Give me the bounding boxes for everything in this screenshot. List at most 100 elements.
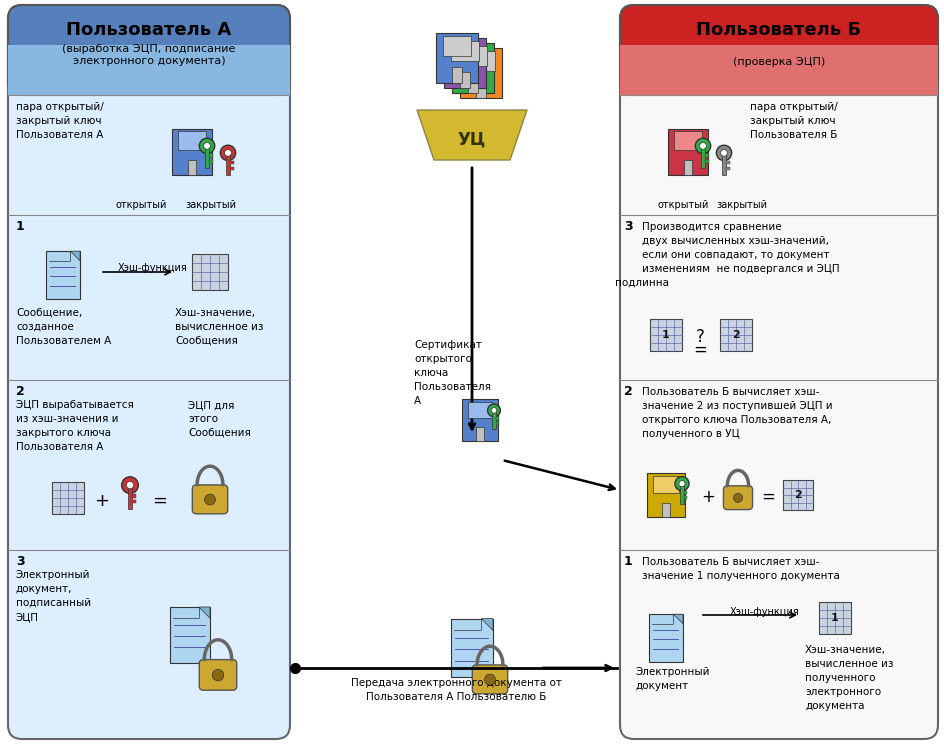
FancyBboxPatch shape — [619, 5, 937, 739]
Text: закрытый: закрытый — [716, 200, 767, 210]
Bar — [205, 145, 209, 168]
Bar — [209, 154, 212, 158]
Bar — [674, 132, 701, 150]
Bar — [188, 160, 196, 176]
Bar — [725, 167, 729, 170]
Text: 2: 2 — [16, 385, 25, 398]
Bar — [226, 153, 230, 175]
Bar — [46, 251, 80, 299]
Text: открытого ключа Пользователя А,: открытого ключа Пользователя А, — [641, 415, 831, 425]
Text: 3: 3 — [16, 555, 25, 568]
Text: изменениям  не подвергался и ЭЦП: изменениям не подвергался и ЭЦП — [641, 264, 838, 274]
Text: УЦ: УЦ — [458, 131, 485, 149]
Bar — [192, 254, 228, 290]
Text: закрытого ключа: закрытого ключа — [16, 428, 110, 438]
Text: Пользователя А: Пользователя А — [16, 130, 103, 140]
Text: (проверка ЭЦП): (проверка ЭЦП) — [733, 57, 824, 67]
Text: Сообщения: Сообщения — [188, 428, 250, 438]
Bar — [649, 615, 683, 662]
Bar — [462, 400, 497, 440]
Circle shape — [204, 494, 215, 505]
Text: подлинна: подлинна — [615, 278, 668, 288]
Text: значение 1 полученного документа: значение 1 полученного документа — [641, 571, 839, 581]
Text: ЭЦП для: ЭЦП для — [188, 400, 234, 410]
Bar — [442, 36, 471, 56]
Text: значение 2 из поступившей ЭЦП и: значение 2 из поступившей ЭЦП и — [641, 401, 832, 411]
Text: 2: 2 — [732, 330, 739, 340]
Bar — [178, 132, 206, 150]
Text: 2: 2 — [793, 490, 801, 500]
Bar — [680, 483, 683, 504]
Bar — [172, 129, 211, 176]
Text: Сообщение,: Сообщение, — [16, 308, 82, 318]
FancyBboxPatch shape — [8, 5, 290, 95]
Text: пара открытый/: пара открытый/ — [750, 102, 837, 112]
Bar — [8, 45, 290, 95]
Text: Пользователь Б вычисляет хэш-: Пользователь Б вычисляет хэш- — [641, 387, 818, 397]
Text: Пользователь Б вычисляет хэш-: Пользователь Б вычисляет хэш- — [641, 557, 818, 567]
Bar — [667, 129, 707, 176]
Circle shape — [225, 150, 231, 156]
Bar — [450, 618, 493, 677]
Text: вычисленное из: вычисленное из — [804, 659, 893, 669]
Text: документ,: документ, — [16, 584, 73, 594]
FancyBboxPatch shape — [472, 665, 507, 694]
Polygon shape — [480, 618, 493, 630]
Bar — [466, 51, 495, 71]
Text: ?: ? — [695, 328, 703, 346]
Text: Сообщения: Сообщения — [175, 336, 238, 346]
FancyBboxPatch shape — [193, 485, 228, 514]
Polygon shape — [71, 251, 80, 260]
Bar — [132, 500, 136, 504]
Text: закрытый: закрытый — [185, 200, 236, 210]
Circle shape — [491, 408, 497, 413]
Text: закрытый ключ: закрытый ключ — [750, 116, 834, 126]
Bar — [451, 43, 494, 93]
Bar — [661, 503, 669, 517]
FancyBboxPatch shape — [8, 5, 290, 739]
Text: Производится сравнение: Производится сравнение — [641, 222, 781, 232]
Text: =: = — [152, 492, 167, 510]
Bar — [230, 161, 233, 164]
Bar — [435, 33, 478, 83]
Bar — [652, 475, 678, 493]
Text: =: = — [760, 488, 774, 506]
Circle shape — [678, 481, 684, 487]
Text: этого: этого — [188, 414, 218, 424]
FancyBboxPatch shape — [199, 660, 236, 690]
Bar — [721, 153, 725, 175]
Circle shape — [716, 145, 731, 161]
Text: из хэш-значения и: из хэш-значения и — [16, 414, 118, 424]
Bar — [444, 38, 485, 88]
Text: Сертификат: Сертификат — [413, 340, 481, 350]
Text: документа: документа — [804, 701, 864, 711]
Bar — [170, 607, 210, 663]
Text: полученного: полученного — [804, 673, 874, 683]
Text: вычисленное из: вычисленное из — [175, 322, 263, 332]
Bar — [496, 422, 498, 424]
Text: ЭЦП вырабатывается: ЭЦП вырабатывается — [16, 400, 134, 410]
Text: Пользователь Б: Пользователь Б — [696, 21, 861, 39]
Text: пара открытый/: пара открытый/ — [16, 102, 104, 112]
Text: Пользователя: Пользователя — [413, 382, 491, 392]
Circle shape — [203, 143, 211, 150]
Text: созданное: созданное — [16, 322, 74, 332]
Bar — [704, 159, 708, 163]
Text: Пользователя А: Пользователя А — [16, 442, 103, 452]
Text: Пользователь А: Пользователь А — [66, 21, 231, 39]
Text: электронного: электронного — [804, 687, 880, 697]
Bar — [492, 410, 496, 429]
Bar — [209, 159, 212, 163]
Circle shape — [695, 138, 710, 153]
Text: +: + — [94, 492, 110, 510]
Text: ключа: ключа — [413, 368, 447, 378]
Bar — [683, 491, 686, 494]
Text: Хэш-функция: Хэш-функция — [729, 607, 799, 617]
Text: 1: 1 — [16, 220, 25, 233]
FancyBboxPatch shape — [723, 486, 751, 510]
Bar — [783, 480, 812, 510]
Text: полученного в УЦ: полученного в УЦ — [641, 429, 739, 439]
Bar — [468, 77, 477, 93]
Text: (выработка ЭЦП, подписание
электронного документа): (выработка ЭЦП, подписание электронного … — [62, 44, 235, 65]
Text: Пользователем А: Пользователем А — [16, 336, 111, 346]
